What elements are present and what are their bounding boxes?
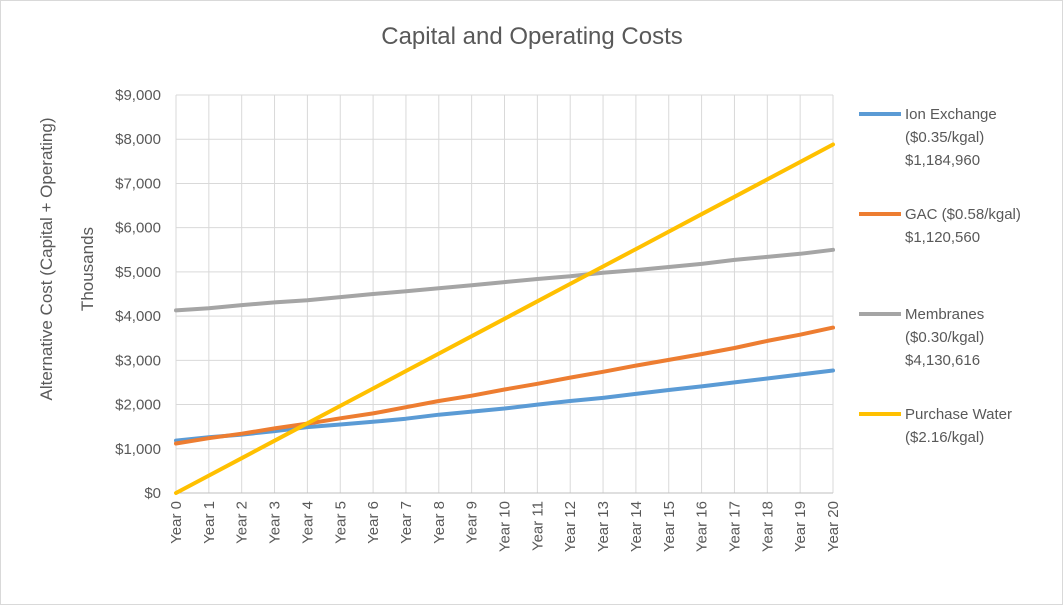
x-tick-label: Year 7	[398, 501, 415, 544]
y-tick-label: $7,000	[115, 175, 161, 192]
legend-label: GAC ($0.58/kgal)	[905, 206, 1021, 223]
y-tick-label: $0	[144, 485, 161, 502]
x-tick-label: Year 0	[168, 501, 185, 544]
x-tick-label: Year 4	[299, 501, 316, 544]
x-tick-label: Year 5	[332, 501, 349, 544]
legend-label: Ion Exchange	[905, 106, 997, 123]
y-tick-label: $5,000	[115, 264, 161, 281]
y-tick-label: $6,000	[115, 220, 161, 237]
legend-label: ($2.16/kgal)	[905, 429, 984, 446]
y-tick-label: $3,000	[115, 352, 161, 369]
x-tick-label: Year 17	[726, 501, 743, 552]
legend: Ion Exchange ($0.35/kgal) $1,184,960 GAC ($…	[859, 106, 1021, 446]
y-tick-label: $8,000	[115, 131, 161, 148]
legend-label: ($0.30/kgal)	[905, 329, 984, 346]
x-tick-label: Year 18	[759, 501, 776, 552]
legend-label: ($0.35/kgal)	[905, 129, 984, 146]
series-line-purchase-water	[174, 142, 835, 495]
y-tick-label: $9,000	[115, 87, 161, 104]
x-tick-label: Year 3	[267, 501, 284, 544]
series-line-gac	[174, 325, 835, 446]
y-axis-ticks: $0 $1,000 $2,000 $3,000 $4,000 $5,000 $6,000 $7…	[115, 87, 161, 502]
x-tick-label: Year 9	[464, 501, 481, 544]
chart-title: Capital and Operating Costs	[381, 23, 683, 50]
x-tick-label: Year 6	[365, 501, 382, 544]
x-tick-label: Year 8	[431, 501, 448, 544]
x-tick-label: Year 16	[694, 501, 711, 552]
x-tick-label: Year 10	[497, 501, 514, 552]
series-lines	[174, 142, 835, 495]
legend-label: $1,184,960	[905, 152, 980, 169]
legend-label: Membranes	[905, 306, 984, 323]
y-axis-unit-label: Thousands	[78, 227, 97, 311]
x-tick-label: Year 14	[628, 501, 645, 552]
x-tick-label: Year 20	[825, 501, 842, 552]
y-tick-label: $1,000	[115, 441, 161, 458]
x-axis-ticks: Year 0 Year 1 Year 2 Year 3 Year 4 Year 5 Year…	[168, 501, 842, 552]
x-tick-label: Year 11	[529, 501, 546, 551]
legend-label: $1,120,560	[905, 229, 980, 246]
x-tick-label: Year 15	[661, 501, 678, 552]
y-tick-label: $4,000	[115, 308, 161, 325]
gridlines	[175, 94, 834, 494]
x-tick-label: Year 13	[595, 501, 612, 552]
series-line-ion-exchange	[174, 368, 835, 443]
series-line-membranes	[174, 247, 835, 313]
x-tick-label: Year 19	[792, 501, 809, 552]
y-axis-title: Alternative Cost (Capital + Operating)	[37, 118, 56, 401]
legend-label: Purchase Water	[905, 406, 1012, 423]
x-tick-label: Year 12	[562, 501, 579, 552]
x-tick-label: Year 2	[234, 501, 251, 544]
x-tick-label: Year 1	[201, 501, 218, 544]
y-tick-label: $2,000	[115, 397, 161, 414]
legend-label: $4,130,616	[905, 352, 980, 369]
